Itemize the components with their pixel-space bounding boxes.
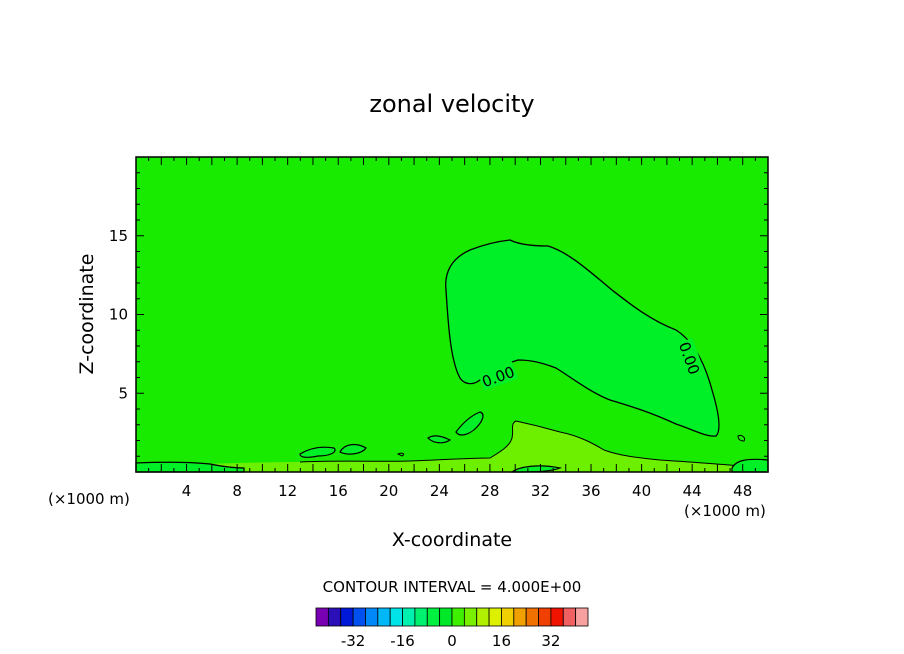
x-tick-label: 48 [733,482,752,500]
x-unit-left: (×1000 m) [48,490,130,508]
colorbar-label: -16 [390,632,415,650]
contour-label-backdrop [675,338,705,378]
small-cell-contour [135,461,245,473]
colorbar-swatch [439,607,453,627]
x-tick-label: 28 [480,482,499,500]
x-tick-label: 20 [379,482,398,500]
colorbar-swatch [414,607,428,627]
colorbar-swatch [550,607,564,627]
colorbar-swatch [389,607,403,627]
contour-label-backdrop [478,361,518,391]
y-axis-ticks: 5 10 15 [109,172,768,457]
x-axis-label: X-coordinate [392,529,512,551]
x-tick-label: 36 [581,482,600,500]
small-cell-contour [427,435,452,444]
lower-velocity-band [136,421,768,472]
x-tick-label: 40 [632,482,651,500]
colorbar-swatch [451,607,465,627]
colorbar-label: 0 [447,632,457,650]
colorbar-swatch [377,607,391,627]
colorbar: -32 -16 0 16 32 [315,607,589,650]
small-cell-contour [396,452,405,457]
colorbar-swatch [501,607,515,627]
y-tick-label: 5 [118,384,128,402]
colorbar-swatch [340,607,354,627]
small-cell-contour [299,446,336,458]
colorbar-swatch [426,607,441,627]
small-cell-contour [455,411,484,436]
x-tick-label: 8 [232,482,242,500]
x-tick-label: 24 [430,482,449,500]
colorbar-label: -32 [341,632,366,650]
colorbar-label: 16 [492,632,511,650]
colorbar-swatch [538,607,552,627]
upper-velocity-cell [445,240,719,437]
small-cell-contour [339,443,367,455]
chart-title: zonal velocity [369,90,534,118]
colorbar-swatch [513,607,527,627]
colorbar-swatch [575,607,589,627]
contour-interval-label: CONTOUR INTERVAL = 4.000E+00 [323,578,582,596]
colorbar-swatch [352,607,366,627]
colorbar-swatch [488,607,502,627]
small-cell-contour [737,435,745,442]
colorbar-swatch [365,607,379,627]
lower-band-contour [299,420,741,467]
y-axis-label: Z-coordinate [76,254,98,375]
colorbar-swatch [525,607,539,627]
colorbar-swatch [327,607,342,627]
x-unit-right: (×1000 m) [684,502,766,520]
colorbar-swatch [402,607,416,627]
colorbar-swatch [476,607,490,627]
colorbar-swatch [315,607,329,627]
y-tick-label: 10 [109,306,128,324]
x-tick-label: 4 [182,482,192,500]
x-tick-label: 12 [278,482,297,500]
x-axis-ticks: 4 8 12 16 20 24 28 32 36 40 44 48 [148,157,756,500]
colorbar-swatch [562,607,577,627]
plot-area: 0.00 0.00 [135,156,769,473]
x-tick-label: 44 [683,482,702,500]
x-tick-label: 16 [329,482,348,500]
x-tick-label: 32 [531,482,550,500]
y-tick-label: 15 [109,227,128,245]
colorbar-label: 32 [541,632,560,650]
colorbar-swatch [463,607,478,627]
